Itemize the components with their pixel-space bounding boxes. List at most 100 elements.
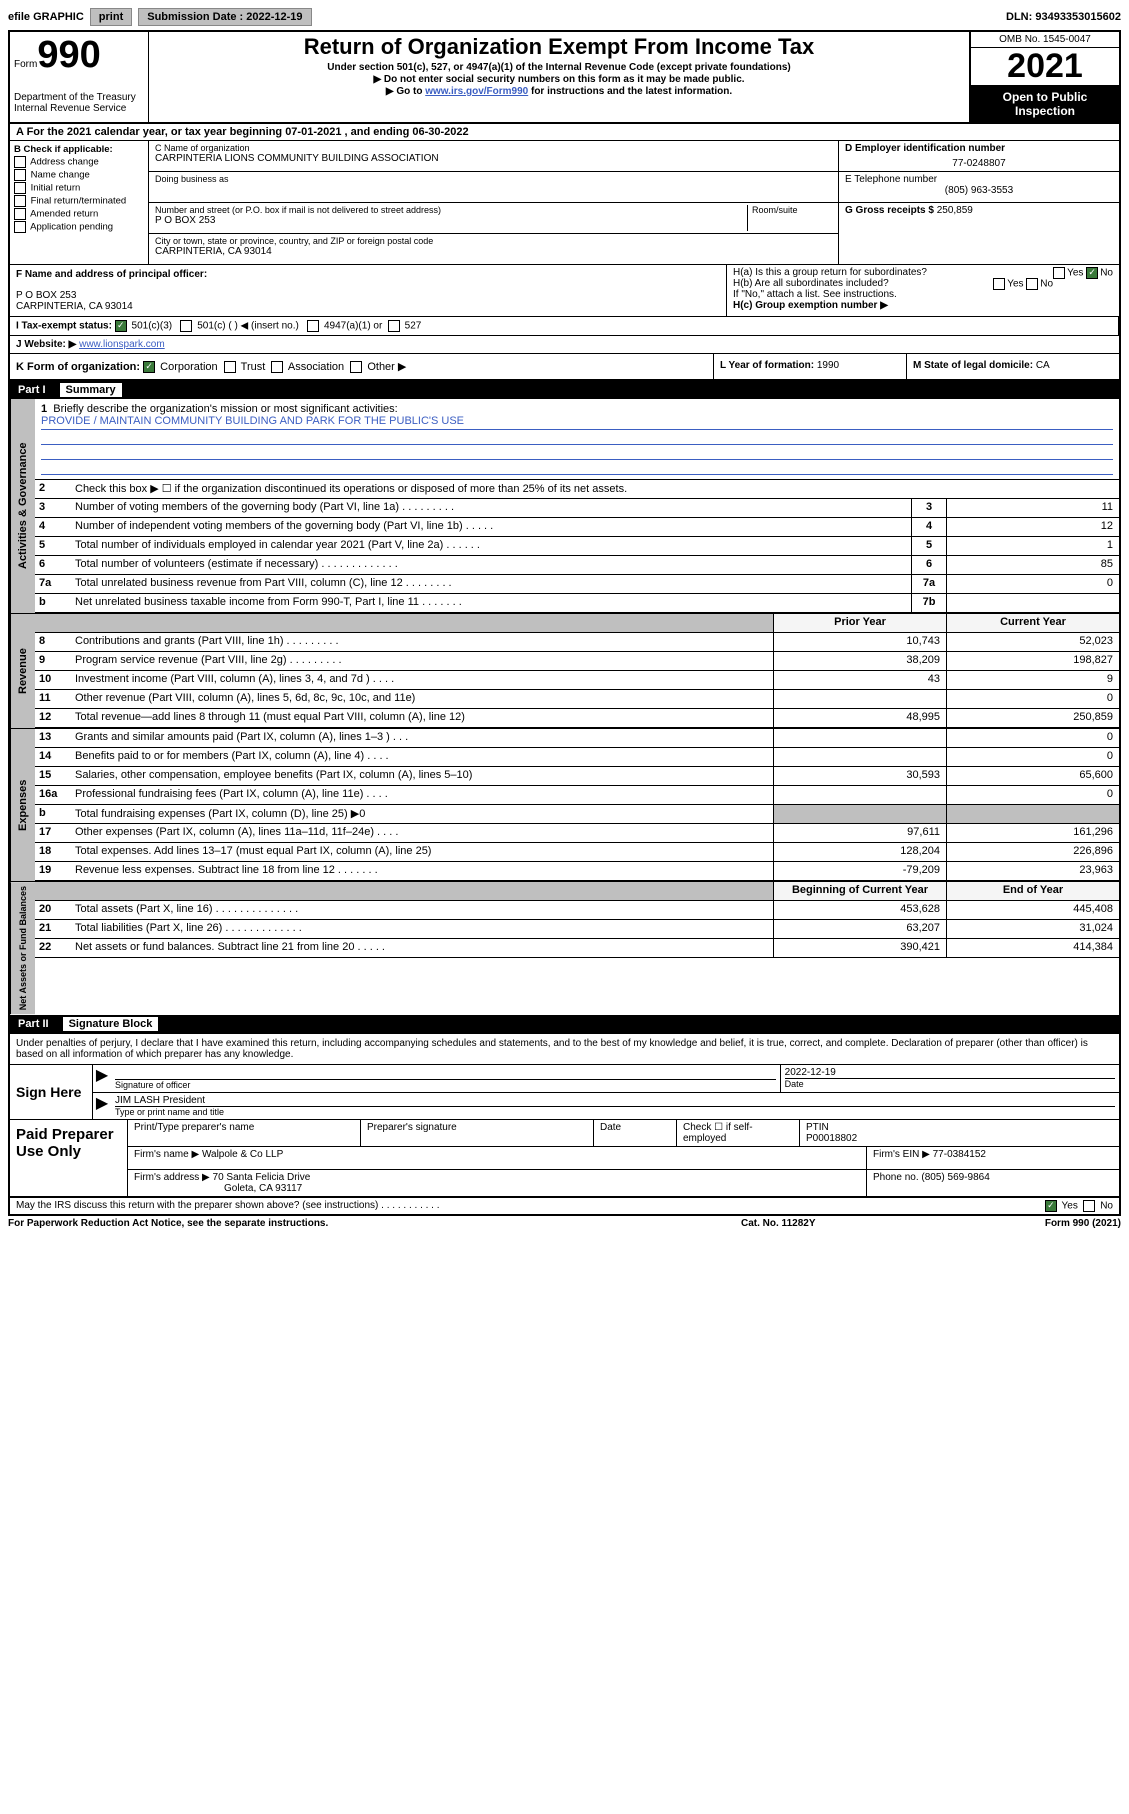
irs-link[interactable]: www.irs.gov/Form990 — [425, 86, 528, 97]
governance-section: Activities & Governance 1 Briefly descri… — [10, 399, 1119, 613]
hb-label: H(b) Are all subordinates included? — [733, 278, 889, 289]
table-row: 10 Investment income (Part VIII, column … — [35, 671, 1119, 690]
officer-name: JIM LASH President — [115, 1095, 1115, 1106]
sig-date: 2022-12-19 — [785, 1067, 1115, 1078]
city-value: CARPINTERIA, CA 93014 — [155, 246, 832, 257]
table-row: 17 Other expenses (Part IX, column (A), … — [35, 824, 1119, 843]
firm-ein: 77-0384152 — [933, 1149, 986, 1160]
officer-name-label: Type or print name and title — [115, 1106, 1115, 1117]
efile-label: efile GRAPHIC — [8, 11, 84, 23]
address-change-checkbox[interactable] — [14, 156, 26, 168]
preparer-sig-label: Preparer's signature — [361, 1120, 594, 1146]
phone-label: E Telephone number — [845, 174, 1113, 185]
prior-year-header: Prior Year — [773, 614, 946, 632]
col-right-ein: D Employer identification number 77-0248… — [839, 141, 1119, 264]
row-k: K Form of organization: ✓ Corporation Tr… — [10, 354, 1119, 381]
table-row: 4 Number of independent voting members o… — [35, 518, 1119, 537]
dba-label: Doing business as — [155, 174, 832, 184]
sig-officer-label: Signature of officer — [115, 1079, 776, 1090]
j-label: J Website: ▶ — [16, 339, 76, 350]
org-name: CARPINTERIA LIONS COMMUNITY BUILDING ASS… — [155, 153, 832, 164]
discuss-text: May the IRS discuss this return with the… — [16, 1200, 1045, 1212]
application-pending-checkbox[interactable] — [14, 221, 26, 233]
city-label: City or town, state or province, country… — [155, 236, 832, 246]
k-label: K Form of organization: — [16, 361, 140, 373]
part-2-title: Signature Block — [63, 1017, 159, 1031]
website-link[interactable]: www.lionspark.com — [79, 339, 165, 350]
form-header: Form990 Department of the Treasury Inter… — [10, 32, 1119, 124]
expenses-side-label: Expenses — [10, 729, 35, 881]
ha-yes-checkbox[interactable] — [1053, 267, 1065, 279]
org-name-label: C Name of organization — [155, 143, 832, 153]
discuss-no-checkbox[interactable] — [1083, 1200, 1095, 1212]
trust-checkbox[interactable] — [224, 361, 236, 373]
sign-here-label: Sign Here — [10, 1065, 92, 1119]
submission-date-button[interactable]: Submission Date : 2022-12-19 — [138, 8, 311, 26]
hb-note: If "No," attach a list. See instructions… — [733, 289, 1113, 300]
subtitle-1: Under section 501(c), 527, or 4947(a)(1)… — [155, 62, 963, 73]
table-row: 5 Total number of individuals employed i… — [35, 537, 1119, 556]
association-checkbox[interactable] — [271, 361, 283, 373]
table-row: 12 Total revenue—add lines 8 through 11 … — [35, 709, 1119, 728]
omb-number: OMB No. 1545-0047 — [971, 32, 1119, 48]
print-button[interactable]: print — [90, 8, 132, 26]
state-domicile-label: M State of legal domicile: — [913, 360, 1036, 371]
header-mid: Return of Organization Exempt From Incom… — [149, 32, 969, 122]
table-row: 7a Total unrelated business revenue from… — [35, 575, 1119, 594]
form-prefix: Form — [14, 59, 37, 70]
phone-value: (805) 963-3553 — [845, 185, 1113, 196]
table-row: 19 Revenue less expenses. Subtract line … — [35, 862, 1119, 881]
paperwork-notice: For Paperwork Reduction Act Notice, see … — [8, 1218, 741, 1229]
subtitle-2: ▶ Do not enter social security numbers o… — [155, 74, 963, 85]
col-b-checkboxes: B Check if applicable: Address change Na… — [10, 141, 149, 264]
table-row: 6 Total number of volunteers (estimate i… — [35, 556, 1119, 575]
paid-preparer-section: Paid Preparer Use Only Print/Type prepar… — [10, 1119, 1119, 1196]
preparer-date-label: Date — [594, 1120, 677, 1146]
signature-block: Under penalties of perjury, I declare th… — [10, 1033, 1119, 1214]
form-990-frame: Form990 Department of the Treasury Inter… — [8, 30, 1121, 1216]
net-assets-section: Net Assets or Fund Balances Beginning of… — [10, 881, 1119, 1014]
hb-yes-checkbox[interactable] — [993, 278, 1005, 290]
ha-no-checkbox[interactable]: ✓ — [1086, 267, 1098, 279]
table-row: 18 Total expenses. Add lines 13–17 (must… — [35, 843, 1119, 862]
initial-return-checkbox[interactable] — [14, 182, 26, 194]
other-checkbox[interactable] — [350, 361, 362, 373]
firm-phone: (805) 569-9864 — [921, 1172, 989, 1183]
501c-checkbox[interactable] — [180, 320, 192, 332]
gross-label: G Gross receipts $ — [845, 205, 934, 216]
state-domicile: CA — [1036, 360, 1050, 371]
firm-name-label: Firm's name ▶ — [134, 1149, 199, 1160]
table-row: 11 Other revenue (Part VIII, column (A),… — [35, 690, 1119, 709]
table-row: 14 Benefits paid to or for members (Part… — [35, 748, 1119, 767]
sig-date-label: Date — [785, 1078, 1115, 1089]
table-row: 20 Total assets (Part X, line 16) . . . … — [35, 901, 1119, 920]
f-label: F Name and address of principal officer: — [16, 269, 207, 280]
netassets-side-label: Net Assets or Fund Balances — [10, 882, 35, 1014]
discuss-yes-checkbox[interactable]: ✓ — [1045, 1200, 1057, 1212]
ein-value: 77-0248807 — [845, 158, 1113, 169]
revenue-side-label: Revenue — [10, 614, 35, 728]
table-row: 9 Program service revenue (Part VIII, li… — [35, 652, 1119, 671]
table-row: b Net unrelated business taxable income … — [35, 594, 1119, 613]
table-row: 16a Professional fundraising fees (Part … — [35, 786, 1119, 805]
dln-label: DLN: 93493353015602 — [1006, 11, 1121, 23]
corporation-checkbox[interactable]: ✓ — [143, 361, 155, 373]
dept-treasury: Department of the Treasury — [14, 92, 144, 103]
ein-label: D Employer identification number — [845, 143, 1005, 154]
subtitle-3: ▶ Go to www.irs.gov/Form990 for instruct… — [155, 86, 963, 97]
sign-arrow-icon: ▶ — [93, 1065, 111, 1092]
year-formation: 1990 — [817, 360, 839, 371]
amended-return-checkbox[interactable] — [14, 208, 26, 220]
hb-no-checkbox[interactable] — [1026, 278, 1038, 290]
addr-value: P O BOX 253 — [155, 215, 747, 226]
firm-addr1: 70 Santa Felicia Drive — [213, 1172, 311, 1183]
gross-value: 250,859 — [937, 205, 973, 216]
penalty-text: Under penalties of perjury, I declare th… — [10, 1033, 1119, 1064]
527-checkbox[interactable] — [388, 320, 400, 332]
name-change-checkbox[interactable] — [14, 169, 26, 181]
table-row: 15 Salaries, other compensation, employe… — [35, 767, 1119, 786]
4947-checkbox[interactable] — [307, 320, 319, 332]
final-return-checkbox[interactable] — [14, 195, 26, 207]
current-year-header: Current Year — [946, 614, 1119, 632]
501c3-checkbox[interactable]: ✓ — [115, 320, 127, 332]
